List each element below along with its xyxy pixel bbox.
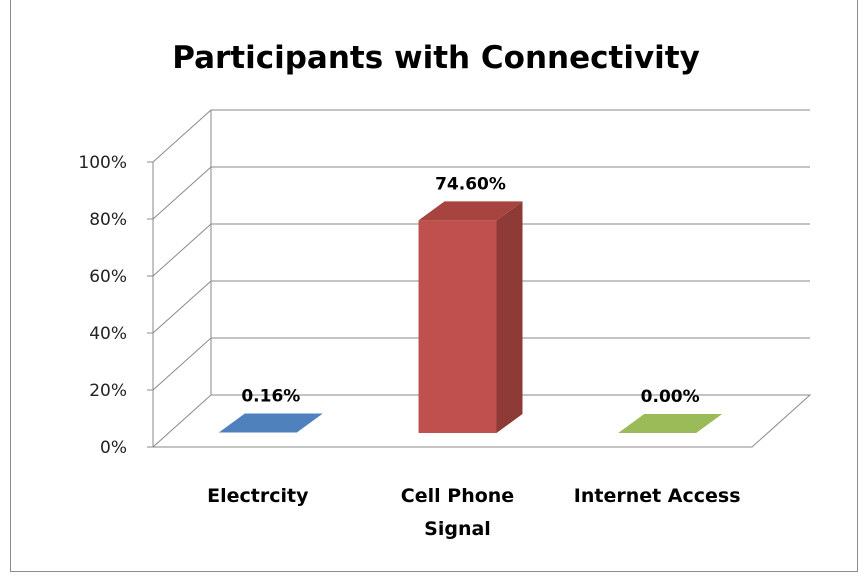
gridline-depth [152, 223, 212, 277]
gridline-depth [152, 166, 212, 220]
gridline-depth [152, 280, 212, 334]
y-tick-label: 20% [89, 381, 127, 401]
bar-side [496, 201, 523, 433]
bar-top [618, 414, 723, 433]
bar-2 [418, 201, 523, 433]
y-tick-label: 80% [89, 210, 127, 230]
floor-outline [151, 394, 812, 448]
gridline-depth [152, 337, 212, 391]
y-tick-label: 100% [78, 153, 127, 173]
y-tick-label: 60% [89, 267, 127, 287]
bar-top [418, 201, 523, 221]
category-label: Internet Access [574, 485, 741, 507]
data-label: 74.60% [435, 174, 506, 194]
bar-3 [618, 414, 723, 433]
chart-frame [10, 0, 858, 572]
chart-title: Participants with Connectivity [172, 40, 700, 76]
bar-1 [218, 413, 323, 433]
chart-walls [151, 110, 812, 448]
y-tick-label: 0% [100, 438, 127, 458]
category-label: Electrcity [207, 485, 309, 507]
bar-top [218, 413, 323, 433]
bar-front [418, 220, 497, 433]
bars [218, 201, 723, 433]
category-label: Signal [424, 518, 491, 540]
y-axis-ticks: 0% 20% 40% 60% 80% 100% [78, 153, 153, 458]
data-label: 0.00% [641, 387, 700, 407]
category-labels: Electrcity Cell Phone Signal Internet Acces… [207, 485, 740, 540]
data-labels: 0.16% 74.60% 0.00% [241, 174, 699, 407]
y-tick-label: 40% [89, 324, 127, 344]
category-label: Cell Phone [401, 485, 514, 507]
data-label: 0.16% [241, 387, 300, 407]
gridline-depth [152, 109, 212, 163]
